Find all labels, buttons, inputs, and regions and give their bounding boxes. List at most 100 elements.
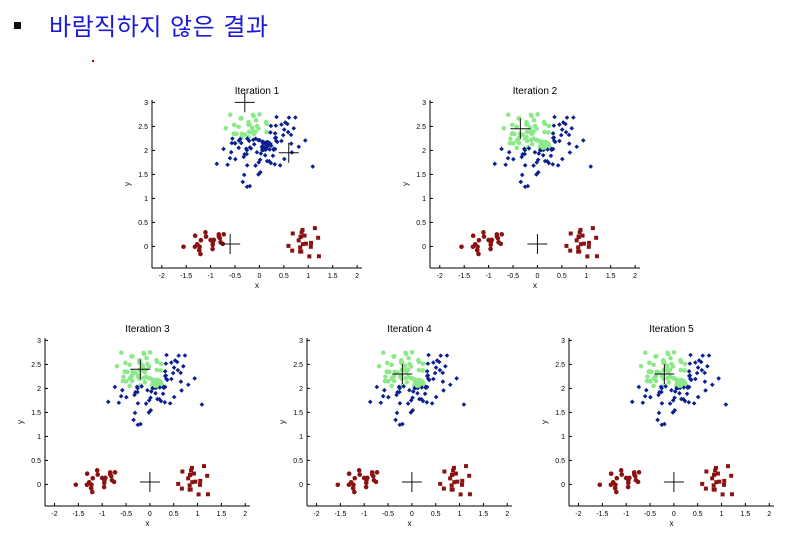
y-tick-label: 2.5: [138, 124, 148, 131]
data-point-red-square: [717, 479, 722, 484]
y-axis-label: y: [123, 182, 132, 186]
data-point-red: [210, 246, 215, 252]
data-point-red: [374, 470, 380, 475]
data-point-blue: [519, 172, 525, 178]
data-point-red-square: [196, 492, 201, 497]
y-tick-label: 2.5: [555, 362, 565, 369]
data-point-blue: [225, 162, 230, 168]
data-point-blue: [681, 385, 687, 390]
data-point-blue: [236, 145, 242, 151]
y-tick-label: 1: [561, 434, 565, 441]
data-point-red: [208, 237, 213, 243]
data-point-green: [123, 378, 129, 384]
data-point-green: [524, 122, 529, 127]
x-axis-label: x: [670, 519, 674, 528]
data-point-green: [416, 367, 422, 373]
x-tick-label: -2: [159, 273, 165, 280]
data-point-red: [476, 251, 481, 257]
data-point-blue: [410, 395, 415, 401]
data-point-blue: [705, 363, 710, 369]
data-point-blue: [447, 382, 453, 388]
data-point-green: [385, 369, 391, 374]
data-point-green: [412, 377, 418, 382]
data-point-green: [154, 357, 159, 363]
data-point-blue: [564, 115, 570, 120]
data-point-green: [232, 131, 238, 136]
x-tick-label: -1: [361, 511, 367, 518]
data-point-red: [335, 482, 341, 488]
data-point-blue: [557, 138, 562, 144]
y-tick-label: 3: [561, 338, 565, 345]
data-point-red: [350, 485, 356, 491]
data-point-red: [346, 471, 352, 477]
data-point-blue: [178, 379, 184, 384]
data-point-green: [158, 361, 164, 367]
data-point-green: [546, 130, 551, 135]
data-point-red-square: [576, 245, 581, 250]
data-point-green: [534, 137, 539, 143]
y-tick-label: 0.5: [293, 458, 303, 465]
y-tick-label: 1.5: [293, 410, 303, 417]
data-point-red: [86, 479, 92, 485]
data-point-red-square: [298, 234, 303, 239]
data-point-blue: [532, 149, 538, 155]
data-point-green: [646, 360, 652, 366]
data-point-green: [140, 363, 146, 368]
data-point-blue: [241, 172, 247, 178]
data-point-red: [495, 235, 501, 241]
data-point-blue: [408, 398, 414, 403]
data-point-green: [127, 362, 132, 368]
data-point-red-square: [703, 486, 708, 491]
data-point-blue: [694, 370, 700, 376]
data-point-blue: [433, 365, 439, 370]
data-point-blue: [254, 149, 260, 155]
data-point-green: [653, 378, 659, 384]
data-point-blue: [567, 150, 573, 155]
data-point-blue: [155, 396, 160, 402]
data-point-red: [90, 489, 95, 495]
data-point-red-square: [578, 242, 583, 247]
x-tick-label: 1: [458, 511, 462, 518]
data-point-red-square: [704, 469, 709, 474]
data-point-blue: [415, 390, 420, 396]
data-point-blue: [310, 164, 316, 169]
data-point-green: [408, 364, 414, 369]
data-point-green: [376, 363, 382, 369]
data-point-green: [680, 378, 685, 384]
data-point-red-square: [587, 240, 592, 245]
data-point-blue: [374, 384, 380, 390]
data-point-green: [544, 140, 549, 146]
data-point-blue: [698, 359, 704, 365]
data-point-blue: [303, 138, 308, 143]
y-tick-label: 2: [561, 386, 565, 393]
data-point-blue: [672, 395, 677, 401]
data-point-blue: [262, 145, 268, 151]
data-point-blue: [420, 398, 426, 404]
data-point-green: [122, 360, 128, 366]
data-point-red-square: [715, 471, 720, 476]
y-tick-label: 1.5: [555, 410, 565, 417]
chart-iteration-4: -2 -1.5 -1 -0.5 0 0.5 1 1.5 2 0 0.5 1 1.5 2 2.5 3 Iterat…: [278, 324, 512, 528]
data-point-red: [217, 235, 223, 241]
data-point-blue: [175, 367, 181, 373]
data-point-red-square: [300, 227, 305, 232]
data-point-blue: [118, 393, 124, 399]
chart-title: Iteration 4: [387, 324, 432, 335]
data-point-blue: [112, 384, 118, 390]
data-point-blue: [438, 353, 443, 358]
data-point-blue: [229, 140, 235, 146]
data-point-blue: [422, 391, 428, 397]
y-tick-label: 3: [422, 100, 426, 107]
data-point-green: [227, 112, 233, 117]
data-point-green: [147, 350, 153, 355]
x-tick-label: 1: [720, 511, 724, 518]
data-point-red-square: [460, 478, 465, 483]
data-point-green: [392, 369, 398, 375]
data-point-blue: [542, 158, 548, 164]
data-point-red: [357, 472, 363, 477]
x-tick-label: 1.5: [217, 511, 227, 518]
data-point-blue: [670, 410, 676, 415]
x-tick-label: 1: [584, 273, 588, 280]
data-point-green: [152, 383, 158, 389]
data-point-green: [249, 125, 255, 130]
